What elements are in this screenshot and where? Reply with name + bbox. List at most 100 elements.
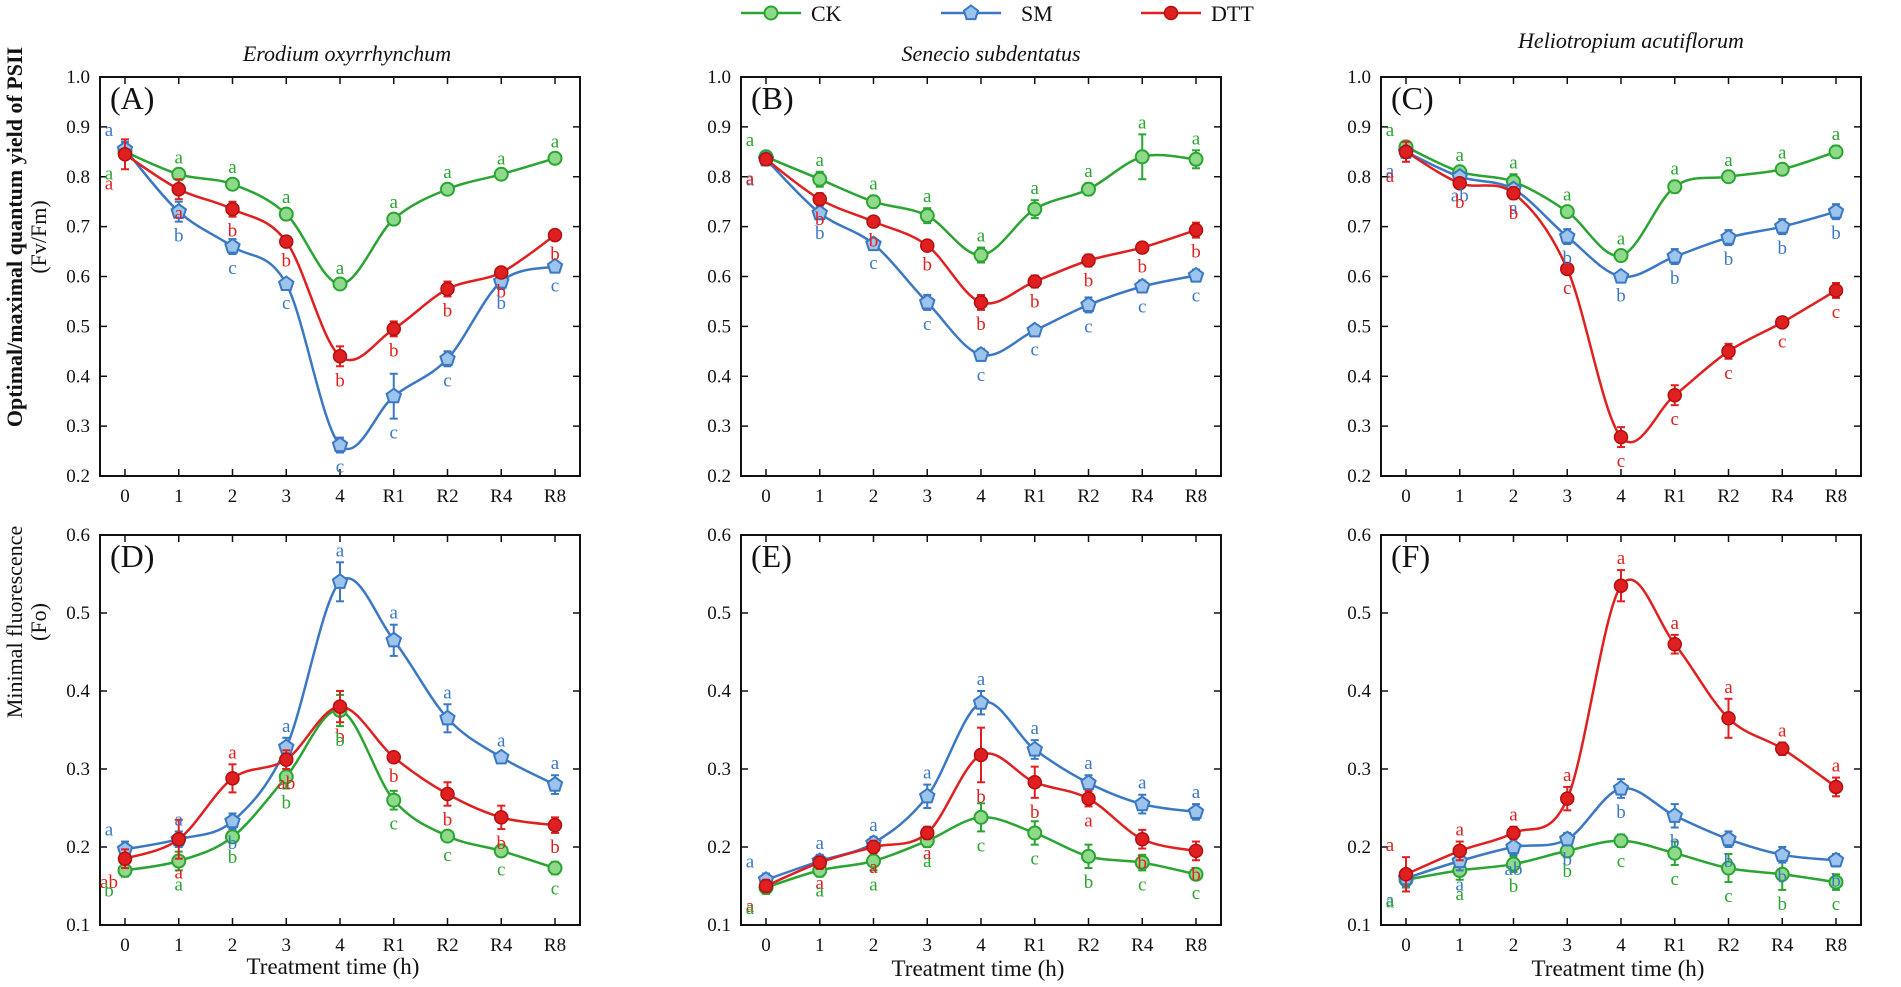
data-point [1135,831,1150,847]
data-point [865,235,882,252]
x-tick-label: 4 [976,486,986,507]
data-point [1560,261,1575,277]
data-point [278,769,294,785]
significance-letter: a [1724,150,1733,171]
significance-letter: a [869,857,878,878]
significance-letter: c [390,423,398,444]
significance-letter: a [336,258,345,279]
significance-letter: a [497,148,506,169]
data-point [918,293,936,310]
y-tick-label: 0.9 [707,117,731,138]
significance-letter: b [1030,291,1040,312]
series-dtt [117,690,563,870]
significance-letter: a [869,815,878,836]
data-point [1134,149,1150,165]
significance-letter: b [335,726,345,747]
y-tick-label: 0.4 [707,366,731,387]
significance-letter: a [1192,128,1201,149]
y-tick-label: 0.3 [1347,759,1371,780]
y-tick-label: 0.6 [1347,267,1371,288]
data-point [386,792,402,808]
significance-letter: a [105,120,114,141]
significance-letter: a [175,809,184,830]
significance-letter: a [105,820,114,841]
data-point [1452,843,1467,859]
x-tick-label: R1 [1664,935,1686,956]
data-point [1667,387,1682,403]
data-point [1081,181,1096,197]
x-tick-label: R1 [383,935,405,956]
data-point [1081,253,1096,268]
significance-letter: c [977,365,985,386]
significance-letter: a [816,873,825,894]
y-tick-label: 0.2 [1347,837,1371,858]
data-point [278,206,294,222]
significance-letter: a [1084,161,1093,182]
data-point [973,247,989,263]
significance-letter: c [1724,886,1732,907]
significance-letter: a [977,669,986,690]
x-tick-label: 1 [1455,486,1465,507]
significance-letter: a [228,742,237,763]
legend-label-ck: CK [811,1,842,26]
data-point [492,748,510,765]
x-tick-label: R4 [490,486,513,507]
series-line [1405,578,1837,876]
x-tick-label: 1 [815,486,825,507]
data-point [1666,247,1684,264]
data-point [1188,151,1204,167]
y-tick-label: 0.9 [1347,117,1371,138]
ylabel-top-line1: Optimal/maximal quantum yield of PSII [2,47,27,427]
significance-letter: b [1831,223,1841,244]
x-tick-label: R4 [1131,935,1154,956]
y-tick-label: 0.4 [66,366,90,387]
significance-letter: b [1455,192,1465,213]
significance-letter: c [443,370,451,391]
x-tick-label: 0 [120,935,130,956]
significance-letter: b [228,833,238,854]
data-point [1505,838,1522,855]
panel-a: 0.2 0.3 0.4 0.5 0.6 0.7 0.8 0.9 1.0 0 1 2 3 4 R1 R2 R4 R8… [66,67,581,507]
data-point [386,321,401,337]
data-point [277,275,295,291]
significance-letter: a [443,682,452,703]
data-point [440,786,455,802]
significance-letter: b [1778,867,1788,888]
data-point [1506,825,1521,841]
data-point [170,202,188,219]
significance-letter: b [1509,203,1519,224]
significance-letter: a [1031,718,1040,739]
significance-letter: a [497,731,506,752]
significance-letter: b [1724,851,1734,872]
data-point [812,171,828,187]
data-point [1612,779,1630,796]
x-tick-label: R4 [1771,486,1794,507]
series-dtt [758,152,1204,311]
significance-letter: b [282,793,292,814]
data-point [547,817,563,833]
y-tick-label: 0.2 [1347,466,1371,487]
ylabel-top-line2: (Fv/Fm) [26,200,51,273]
data-point [1667,636,1682,652]
data-point [1828,874,1844,890]
significance-letter: b [104,881,114,902]
y-tick-label: 0.9 [66,117,90,138]
data-point [493,166,509,182]
significance-letter: a [1509,198,1518,219]
significance-letter: c [497,860,505,881]
y-tick-label: 0.5 [1347,603,1371,624]
significance-letter: c [1671,869,1679,890]
y-tick-label: 0.3 [707,759,731,780]
data-point [919,208,935,224]
data-point [1188,866,1204,882]
significance-letter: b [497,833,507,854]
data-point [866,839,881,855]
y-tick-label: 1.0 [1347,67,1371,88]
significance-letter: a [1386,835,1395,856]
significance-letter: a [1456,884,1465,905]
x-tick-label: R1 [1664,486,1686,507]
x-tick-label: 0 [1401,486,1411,507]
significance-letter: b [443,300,453,321]
xlabel-col-3: Treatment time (h) [1532,956,1705,981]
data-point [811,204,829,221]
